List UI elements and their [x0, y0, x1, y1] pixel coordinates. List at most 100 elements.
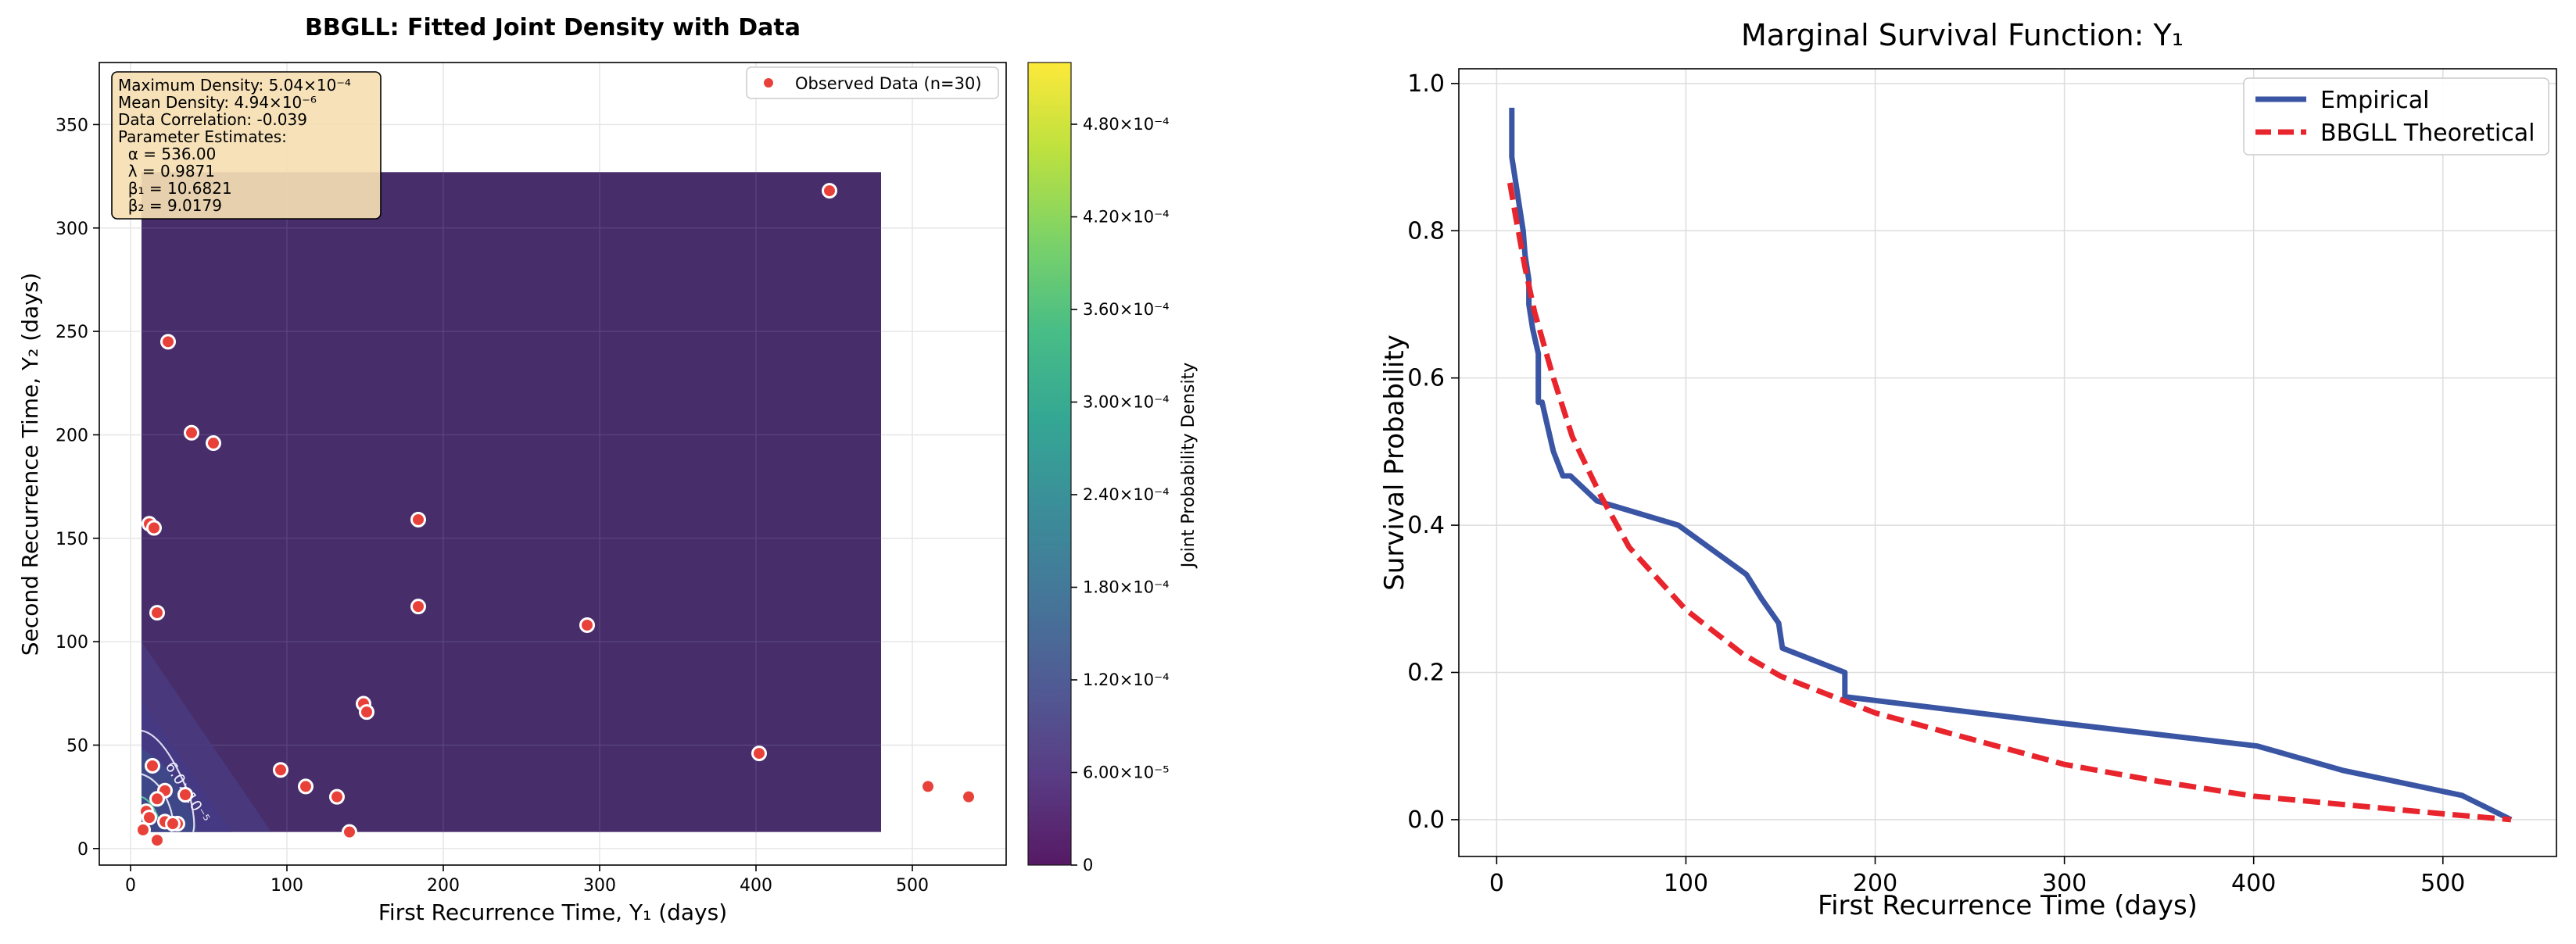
left-x-tick-label: 0	[125, 876, 136, 896]
colorbar-tick-label: 4.20×10⁻⁴	[1083, 208, 1170, 227]
left-y-ticks: 0 50 100 150 200 250 300 350	[56, 116, 99, 860]
colorbar-tick-label: 4.80×10⁻⁴	[1083, 115, 1170, 134]
scatter-point	[149, 832, 165, 849]
scatter-point	[298, 778, 313, 795]
left-x-ticks: 0 100 200 300 400 500	[125, 865, 929, 896]
colorbar-tick-label: 1.80×10⁻⁴	[1083, 578, 1170, 597]
right-y-tick-label: 0.6	[1407, 365, 1445, 392]
left-y-tick-label: 150	[56, 530, 88, 549]
right-y-tick-label: 0.0	[1407, 806, 1445, 834]
scatter-point	[359, 704, 374, 721]
right-y-tick-label: 1.0	[1407, 70, 1445, 98]
survival-lines	[1507, 107, 2513, 823]
scatter-point	[149, 605, 165, 621]
scatter-point	[135, 822, 151, 839]
left-legend: Observed Data (n=30)	[746, 66, 999, 99]
colorbar-tick-label: 3.60×10⁻⁴	[1083, 300, 1170, 319]
scatter-point	[920, 778, 936, 795]
legend-marker-observed	[762, 77, 775, 89]
density-contour-inner	[141, 796, 160, 821]
right-x-tick-label: 200	[1853, 870, 1897, 897]
right-y-ticks: 0.0 0.2 0.4 0.6 0.8 1.0	[1407, 70, 1459, 834]
scatter-point	[145, 757, 160, 774]
right-plot-frame	[1458, 68, 2557, 857]
right-x-axis-label: First Recurrence Time (days)	[1818, 890, 2198, 921]
scatter-point	[142, 810, 157, 826]
legend-label-observed: Observed Data (n=30)	[795, 74, 982, 93]
left-y-axis-label: Second Recurrence Time, Y₂ (days)	[17, 273, 43, 656]
info-lambda: λ = 0.9871	[118, 162, 215, 181]
info-param-header: Parameter Estimates:	[118, 127, 287, 146]
right-y-tick-label: 0.4	[1407, 512, 1445, 539]
info-alpha: α = 536.00	[118, 145, 216, 163]
info-correlation: Data Correlation: -0.039	[118, 110, 307, 129]
scatter-point	[146, 520, 162, 536]
scatter-point	[165, 816, 181, 832]
scatter-point	[206, 435, 221, 452]
right-x-ticks: 0 100 200 300 400 500	[1489, 856, 2465, 897]
left-x-tick-label: 200	[427, 876, 460, 896]
colorbar-tick-label: 0	[1083, 856, 1093, 874]
left-y-tick-label: 200	[56, 426, 88, 445]
left-x-tick-label: 300	[583, 876, 616, 896]
info-box-background	[111, 71, 382, 220]
colorbar-tick-label: 3.00×10⁻⁴	[1083, 393, 1170, 412]
left-y-tick-label: 350	[56, 116, 88, 135]
legend-label-theoretical: BBGLL Theoretical	[2320, 120, 2535, 147]
scatter-point	[177, 787, 193, 803]
density-background	[142, 172, 881, 832]
scatter-point	[410, 511, 426, 527]
colorbar-tick-label: 1.20×10⁻⁴	[1083, 670, 1170, 689]
left-y-tick-label: 50	[66, 736, 88, 756]
info-box: Maximum Density: 5.04×10⁻⁴ Mean Density:…	[111, 71, 382, 220]
scatter-point	[149, 791, 165, 807]
colorbar-label: Joint Probability Density	[1179, 363, 1198, 570]
info-beta1: β₁ = 10.6821	[118, 179, 232, 198]
scatter-point	[329, 788, 345, 805]
right-grid	[1459, 69, 2556, 856]
right-y-axis-label: Survival Probability	[1379, 334, 1410, 591]
left-x-axis-label: First Recurrence Time, Y₁ (days)	[378, 899, 727, 925]
left-y-tick-label: 300	[56, 220, 88, 239]
info-mean-density: Mean Density: 4.94×10⁻⁶	[118, 93, 317, 112]
scatter-point	[184, 424, 199, 441]
right-plot-area	[1459, 69, 2556, 856]
scatter-point	[342, 824, 357, 840]
left-chart-title: BBGLL: Fitted Joint Density with Data	[305, 14, 801, 41]
left-legend-box	[746, 66, 999, 99]
left-x-tick-label: 400	[740, 876, 772, 896]
scatter-point	[410, 599, 426, 615]
survival-panel: Marginal Survival Function: Y₁ 0 100 200 30…	[1379, 18, 2557, 921]
right-x-tick-label: 0	[1489, 870, 1504, 897]
colorbar-tick-label: 2.40×10⁻⁴	[1083, 485, 1170, 504]
left-y-tick-label: 250	[56, 323, 88, 342]
right-legend-box	[2243, 77, 2549, 156]
scatter-point	[751, 746, 767, 762]
scatter-point	[822, 183, 837, 199]
series-line-empirical	[1509, 107, 2513, 823]
right-x-tick-label: 400	[2231, 870, 2276, 897]
right-y-tick-label: 0.2	[1407, 659, 1445, 686]
left-x-tick-label: 500	[896, 876, 929, 896]
right-x-tick-label: 100	[1664, 870, 1708, 897]
scatter-point	[160, 334, 176, 350]
right-chart-title: Marginal Survival Function: Y₁	[1741, 18, 2184, 52]
scatter-point	[579, 617, 595, 633]
density-surface: 6.0×10⁻⁵	[141, 172, 881, 833]
legend-label-empirical: Empirical	[2320, 87, 2429, 114]
scatter-points	[135, 183, 976, 849]
colorbar-gradient-bar	[1027, 62, 1072, 866]
colorbar-tick-label: 6.00×10⁻⁵	[1083, 763, 1170, 782]
left-plot-frame	[99, 62, 1007, 866]
right-x-tick-label: 500	[2420, 870, 2465, 897]
right-y-tick-label: 0.8	[1407, 217, 1445, 245]
info-beta2: β₂ = 9.0179	[118, 196, 222, 215]
right-x-tick-label: 300	[2042, 870, 2087, 897]
right-legend: Empirical BBGLL Theoretical	[2243, 77, 2549, 156]
scatter-point	[961, 788, 976, 805]
info-max-density: Maximum Density: 5.04×10⁻⁴	[118, 76, 351, 95]
scatter-point	[273, 762, 288, 778]
colorbar: 0 6.00×10⁻⁵ 1.20×10⁻⁴ 1.80×10⁻⁴ 2.40×10⁻⁴ 3.0…	[1027, 62, 1198, 874]
colorbar-ticks: 0 6.00×10⁻⁵ 1.20×10⁻⁴ 1.80×10⁻⁴ 2.40×10⁻⁴ 3.0…	[1071, 115, 1170, 874]
